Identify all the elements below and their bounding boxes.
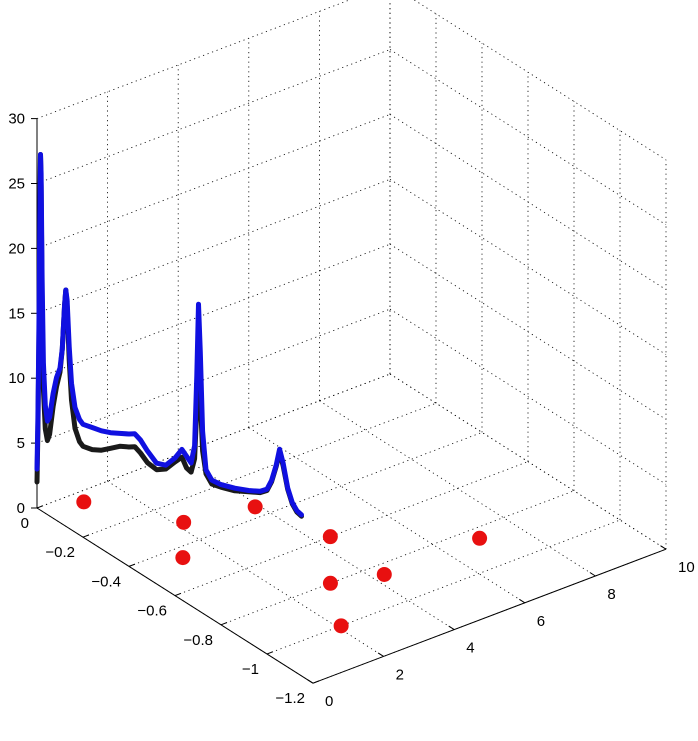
grid-line bbox=[36, 243, 391, 379]
data-marker bbox=[376, 566, 392, 582]
grid-line bbox=[389, 49, 667, 226]
grid-line bbox=[174, 461, 529, 596]
y-tick-label: −0.6 bbox=[137, 603, 167, 620]
y-tick-label: −1 bbox=[242, 661, 259, 678]
y-tick bbox=[128, 563, 136, 567]
grid-line bbox=[128, 432, 483, 567]
grid-line bbox=[107, 480, 384, 657]
grid-line bbox=[389, 373, 667, 550]
y-tick-label: −0.2 bbox=[45, 544, 75, 561]
y-tick-label: −0.8 bbox=[183, 632, 213, 649]
grid-line bbox=[266, 519, 621, 655]
z-tick-label: 30 bbox=[8, 111, 25, 128]
grid-line bbox=[220, 490, 575, 626]
data-marker bbox=[176, 514, 192, 530]
y-tick-label: −1.2 bbox=[275, 690, 305, 707]
z-tick-label: 25 bbox=[8, 176, 25, 193]
x-tick bbox=[589, 572, 596, 577]
y-tick bbox=[266, 651, 274, 655]
data-marker bbox=[472, 530, 488, 546]
x-tick-label: 2 bbox=[396, 666, 404, 683]
x-tick bbox=[307, 679, 314, 684]
grid-line bbox=[82, 402, 437, 538]
y-tick-label: 0 bbox=[21, 515, 29, 532]
grid-line bbox=[177, 454, 455, 630]
x-axis bbox=[312, 548, 667, 684]
z-tick-label: 10 bbox=[8, 370, 25, 387]
y-tick bbox=[220, 622, 228, 626]
x-tick bbox=[448, 625, 455, 631]
grid-line bbox=[389, 308, 667, 485]
grid-line bbox=[36, 114, 391, 249]
y-tick bbox=[312, 680, 320, 684]
grid-line bbox=[319, 400, 596, 577]
z-tick-label: 15 bbox=[8, 305, 25, 322]
x-tick bbox=[377, 652, 384, 657]
x-tick-label: 6 bbox=[537, 613, 545, 630]
series-lines bbox=[34, 152, 304, 519]
axes bbox=[31, 118, 667, 684]
grid-line bbox=[413, 0, 667, 161]
data-marker bbox=[322, 529, 338, 545]
data-marker bbox=[76, 494, 92, 510]
y-tick-label: −0.4 bbox=[91, 573, 121, 590]
series-line bbox=[34, 152, 304, 518]
x-tick-label: 4 bbox=[466, 640, 474, 657]
grid-line bbox=[389, 243, 667, 420]
grid-line bbox=[389, 114, 667, 290]
x-tick bbox=[660, 545, 667, 550]
grid-lines bbox=[36, 0, 667, 684]
x-tick-label: 8 bbox=[607, 586, 615, 603]
data-marker bbox=[322, 575, 338, 591]
data-marker bbox=[247, 499, 263, 515]
z-tick-label: 5 bbox=[17, 435, 25, 452]
grid-line bbox=[36, 0, 351, 119]
grid-line bbox=[36, 373, 391, 509]
x-tick-label: 0 bbox=[325, 693, 333, 710]
grid-line bbox=[36, 178, 391, 314]
data-marker bbox=[333, 618, 349, 634]
tick-labels: 0 5 10 15 20 25 30 0 −0.2 −0.4 −0.6 −0.8 −1 −1.2 0 2 4 6 8… bbox=[8, 111, 694, 711]
x-tick bbox=[519, 598, 526, 604]
x-tick-label: 10 bbox=[678, 559, 695, 576]
data-marker bbox=[175, 550, 191, 566]
z-tick-label: 0 bbox=[17, 500, 25, 517]
grid-line bbox=[389, 178, 667, 355]
data-markers bbox=[76, 494, 488, 634]
y-tick bbox=[82, 534, 90, 538]
grid-line bbox=[36, 49, 391, 184]
y-tick bbox=[174, 592, 182, 597]
z-tick-label: 20 bbox=[8, 240, 25, 257]
grid-line bbox=[36, 308, 391, 444]
y-tick bbox=[36, 505, 44, 509]
